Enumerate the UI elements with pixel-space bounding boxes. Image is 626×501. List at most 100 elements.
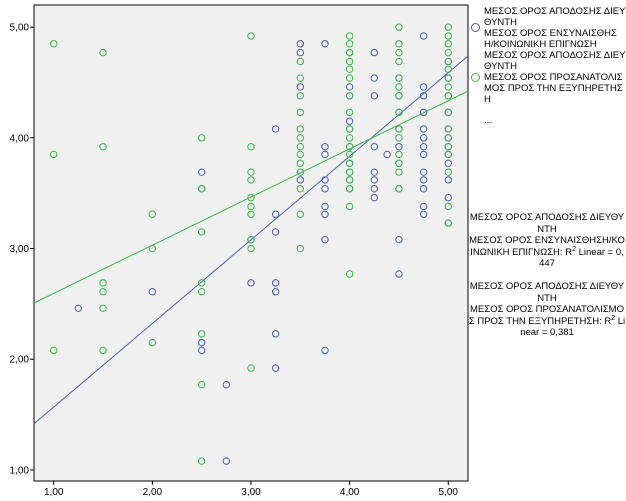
point-series-2 bbox=[247, 32, 255, 40]
point-series-1 bbox=[370, 193, 378, 202]
x-tick-label: 2,00 bbox=[143, 487, 163, 498]
y-axis: 1,00 2,00 3,00 4,00 5,00 bbox=[10, 23, 34, 476]
point-series-2 bbox=[197, 457, 206, 465]
point-series-1 bbox=[395, 235, 403, 244]
point-series-1 bbox=[271, 228, 280, 236]
legend-more: ... bbox=[484, 115, 493, 126]
point-series-1 bbox=[247, 279, 255, 287]
x-axis: 1,00 2,00 3,00 4,00 5,00 bbox=[44, 481, 458, 498]
fit-line-series-2 bbox=[33, 90, 469, 304]
point-series-2 bbox=[148, 210, 157, 218]
point-series-1 bbox=[296, 40, 305, 48]
point-series-1 bbox=[74, 304, 83, 313]
point-series-2 bbox=[345, 270, 354, 278]
point-series-2 bbox=[247, 202, 255, 211]
point-series-1 bbox=[395, 142, 403, 151]
point-series-1 bbox=[197, 346, 206, 355]
point-series-2 bbox=[345, 65, 354, 73]
point-series-1 bbox=[321, 40, 329, 48]
rsq-1-suffix: Linear = 0,447 bbox=[539, 246, 624, 270]
point-series-2 bbox=[444, 142, 452, 151]
point-series-1 bbox=[321, 202, 329, 211]
point-series-2 bbox=[395, 185, 403, 193]
y-tick-label: 1,00 bbox=[10, 465, 30, 476]
point-series-1 bbox=[370, 142, 378, 151]
fit-line-series-1 bbox=[33, 55, 469, 425]
point-series-2 bbox=[444, 40, 452, 48]
data-points bbox=[50, 23, 452, 465]
y-tick-label: 2,00 bbox=[10, 355, 30, 366]
point-series-2 bbox=[197, 330, 206, 338]
point-series-2 bbox=[296, 134, 305, 142]
point-series-2 bbox=[345, 168, 354, 176]
point-series-1 bbox=[271, 279, 280, 287]
point-series-2 bbox=[395, 23, 403, 31]
point-series-1 bbox=[419, 92, 428, 100]
point-series-2 bbox=[345, 74, 354, 82]
point-series-2 bbox=[444, 57, 452, 66]
point-series-2 bbox=[345, 159, 354, 167]
point-series-1 bbox=[321, 346, 329, 355]
point-series-1 bbox=[197, 168, 206, 176]
point-series-2 bbox=[395, 40, 403, 48]
point-series-1 bbox=[419, 134, 428, 142]
point-series-1 bbox=[419, 176, 428, 184]
point-series-2 bbox=[296, 210, 305, 218]
point-series-2 bbox=[444, 219, 452, 227]
x-tick-label: 3,00 bbox=[241, 487, 261, 498]
point-series-2 bbox=[148, 244, 157, 253]
point-series-2 bbox=[296, 57, 305, 66]
point-series-2 bbox=[50, 346, 58, 355]
point-series-2 bbox=[345, 134, 354, 142]
rsq-1-sup: 2 bbox=[572, 245, 576, 253]
point-series-2 bbox=[395, 159, 403, 167]
point-series-2 bbox=[148, 338, 157, 347]
point-series-2 bbox=[444, 23, 452, 31]
r-squared-annotation-2: ΜΕΣΟΣ ΟΡΟΣ ΑΠΟΔΟΣΗΣ ΔΙΕΥΘΥΝΤΗ ΜΕΣΟΣ ΟΡΟΣ… bbox=[468, 281, 626, 339]
point-series-1 bbox=[370, 74, 378, 82]
point-series-1 bbox=[296, 83, 305, 91]
point-series-2 bbox=[247, 235, 255, 244]
point-series-1 bbox=[222, 457, 231, 465]
point-series-2 bbox=[99, 279, 107, 287]
point-series-2 bbox=[247, 142, 255, 151]
point-series-2 bbox=[395, 108, 403, 117]
legend-label-series-1: ΜΕΣΟΣ ΟΡΟΣ ΑΠΟΔΟΣΗΣ ΔΙΕΥΘΥΝΤΗ ΜΕΣΟΣ ΟΡΟΣ… bbox=[484, 6, 626, 50]
point-series-2 bbox=[345, 40, 354, 48]
legend-entry-series-1: ΜΕΣΟΣ ΟΡΟΣ ΑΠΟΔΟΣΗΣ ΔΙΕΥΘΥΝΤΗ ΜΕΣΟΣ ΟΡΟΣ… bbox=[468, 6, 626, 50]
point-series-2 bbox=[444, 125, 452, 133]
point-series-1 bbox=[345, 117, 354, 125]
point-series-2 bbox=[296, 108, 305, 117]
point-series-2 bbox=[296, 125, 305, 133]
point-series-1 bbox=[419, 210, 428, 218]
point-series-1 bbox=[321, 176, 329, 184]
point-series-1 bbox=[345, 83, 354, 91]
rsq-2-suffix: Linear = 0,381 bbox=[520, 315, 626, 339]
point-series-2 bbox=[395, 92, 403, 100]
point-series-2 bbox=[296, 92, 305, 100]
point-series-2 bbox=[444, 202, 452, 211]
point-series-2 bbox=[444, 83, 452, 91]
point-series-2 bbox=[296, 185, 305, 193]
y-tick-label: 4,00 bbox=[10, 133, 30, 144]
point-series-1 bbox=[419, 168, 428, 176]
point-series-1 bbox=[370, 176, 378, 184]
point-series-2 bbox=[395, 168, 403, 176]
point-series-1 bbox=[197, 338, 206, 347]
point-series-1 bbox=[148, 288, 157, 296]
point-series-1 bbox=[444, 159, 452, 167]
point-series-1 bbox=[321, 142, 329, 151]
point-series-1 bbox=[271, 330, 280, 338]
point-series-2 bbox=[444, 32, 452, 40]
point-series-2 bbox=[296, 150, 305, 159]
point-series-1 bbox=[419, 108, 428, 117]
point-series-1 bbox=[444, 193, 452, 202]
point-series-2 bbox=[395, 57, 403, 66]
point-series-2 bbox=[197, 279, 206, 287]
point-series-2 bbox=[197, 185, 206, 193]
point-series-1 bbox=[271, 210, 280, 218]
y-tick-label: 3,00 bbox=[10, 244, 30, 255]
r-squared-annotation-1: ΜΕΣΟΣ ΟΡΟΣ ΑΠΟΔΟΣΗΣ ΔΙΕΥΘΥΝΤΗ ΜΕΣΟΣ ΟΡΟΣ… bbox=[468, 212, 626, 270]
point-series-2 bbox=[50, 150, 58, 159]
